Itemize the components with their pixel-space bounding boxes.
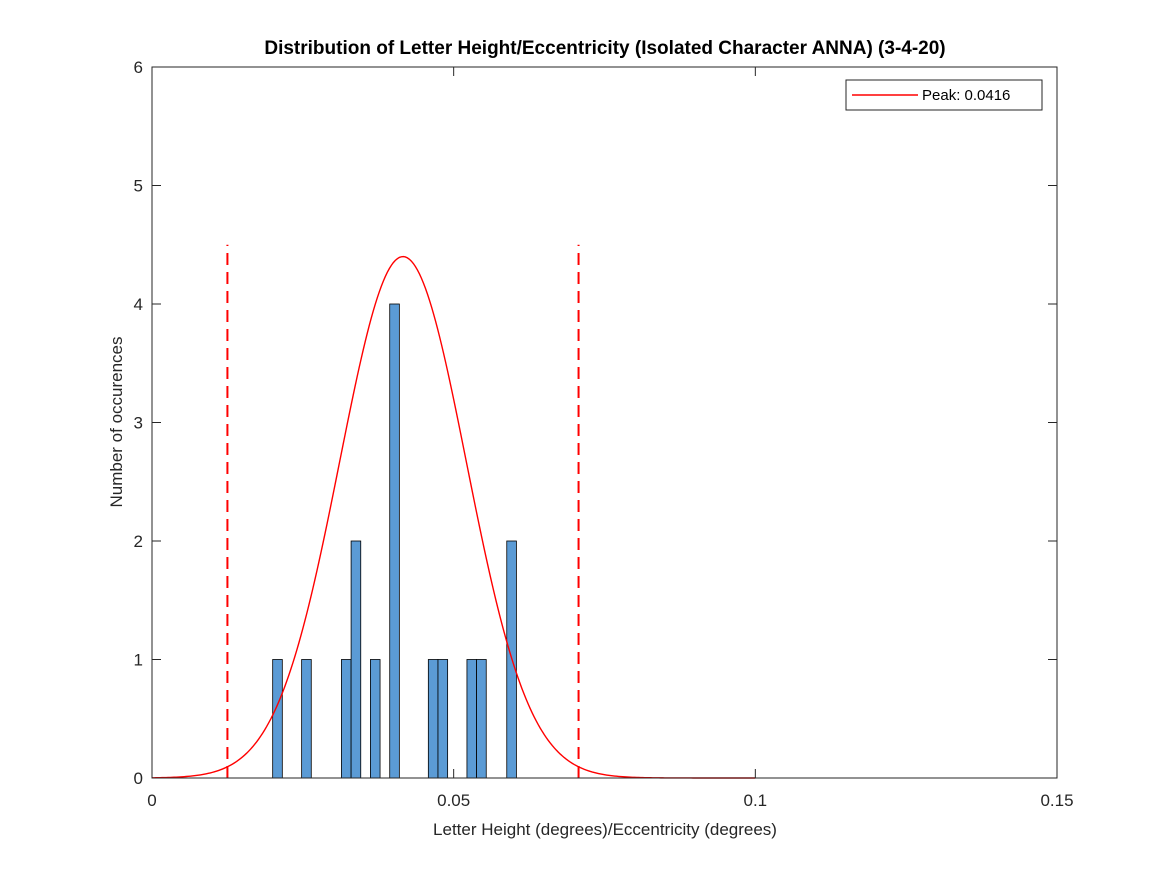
histogram-bar — [389, 303, 400, 779]
histogram-bar — [476, 659, 487, 779]
x-axis-label: Letter Height (degrees)/Eccentricity (de… — [433, 820, 777, 839]
histogram-bar — [301, 659, 312, 779]
y-tick-label: 4 — [134, 295, 143, 314]
y-tick-label: 0 — [134, 769, 143, 788]
x-tick-label: 0.1 — [744, 791, 768, 810]
histogram-bar — [350, 540, 362, 779]
legend: Peak: 0.0416 — [845, 79, 1043, 111]
x-tick-label: 0 — [147, 791, 156, 810]
x-ticks: 0 0.05 0.1 0.15 — [147, 67, 1074, 810]
y-tick-label: 1 — [134, 651, 143, 670]
histogram-bar — [437, 659, 449, 779]
y-tick-label: 3 — [134, 414, 143, 433]
histogram-bar — [370, 659, 381, 779]
y-tick-label: 6 — [134, 58, 143, 77]
y-ticks: 0 1 2 3 4 5 6 — [134, 58, 1057, 788]
x-tick-label: 0.05 — [437, 791, 470, 810]
chart-title: Distribution of Letter Height/Eccentrici… — [264, 38, 945, 59]
legend-entry-label: Peak: 0.0416 — [922, 87, 1010, 104]
y-tick-label: 5 — [134, 177, 143, 196]
x-tick-label: 0.15 — [1040, 791, 1073, 810]
y-axis-label: Number of occurences — [107, 336, 126, 507]
histogram-bar — [341, 659, 352, 779]
histogram-bar — [427, 659, 439, 779]
histogram-bar — [272, 659, 283, 779]
vlines-group — [226, 244, 580, 778]
histogram-bar — [466, 659, 477, 779]
y-tick-label: 2 — [134, 532, 143, 551]
